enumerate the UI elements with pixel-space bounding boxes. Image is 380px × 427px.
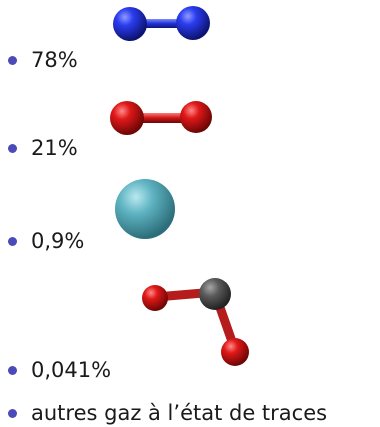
argon-atom-icon bbox=[115, 179, 175, 239]
bullet-icon bbox=[8, 409, 17, 418]
list-item-o2: 21% bbox=[8, 138, 78, 159]
bullet-icon bbox=[8, 144, 17, 153]
item-label: 78% bbox=[31, 48, 78, 72]
o2-molecule-icon bbox=[110, 101, 212, 135]
co2-molecule-icon bbox=[142, 278, 249, 366]
bullet-icon bbox=[8, 366, 17, 375]
list-item-co2: 0,041% bbox=[8, 360, 111, 381]
item-label: 0,041% bbox=[31, 358, 112, 382]
bullet-icon bbox=[8, 237, 17, 246]
item-label: autres gaz à l’état de traces bbox=[31, 401, 328, 425]
list-item-ar: 0,9% bbox=[8, 231, 84, 252]
list-item-traces: autres gaz à l’état de traces bbox=[8, 403, 327, 424]
bullet-icon bbox=[8, 56, 17, 65]
list-item-n2: 78% bbox=[8, 50, 78, 71]
item-label: 0,9% bbox=[31, 229, 85, 253]
item-label: 21% bbox=[31, 136, 78, 160]
n2-molecule-icon bbox=[113, 6, 210, 41]
